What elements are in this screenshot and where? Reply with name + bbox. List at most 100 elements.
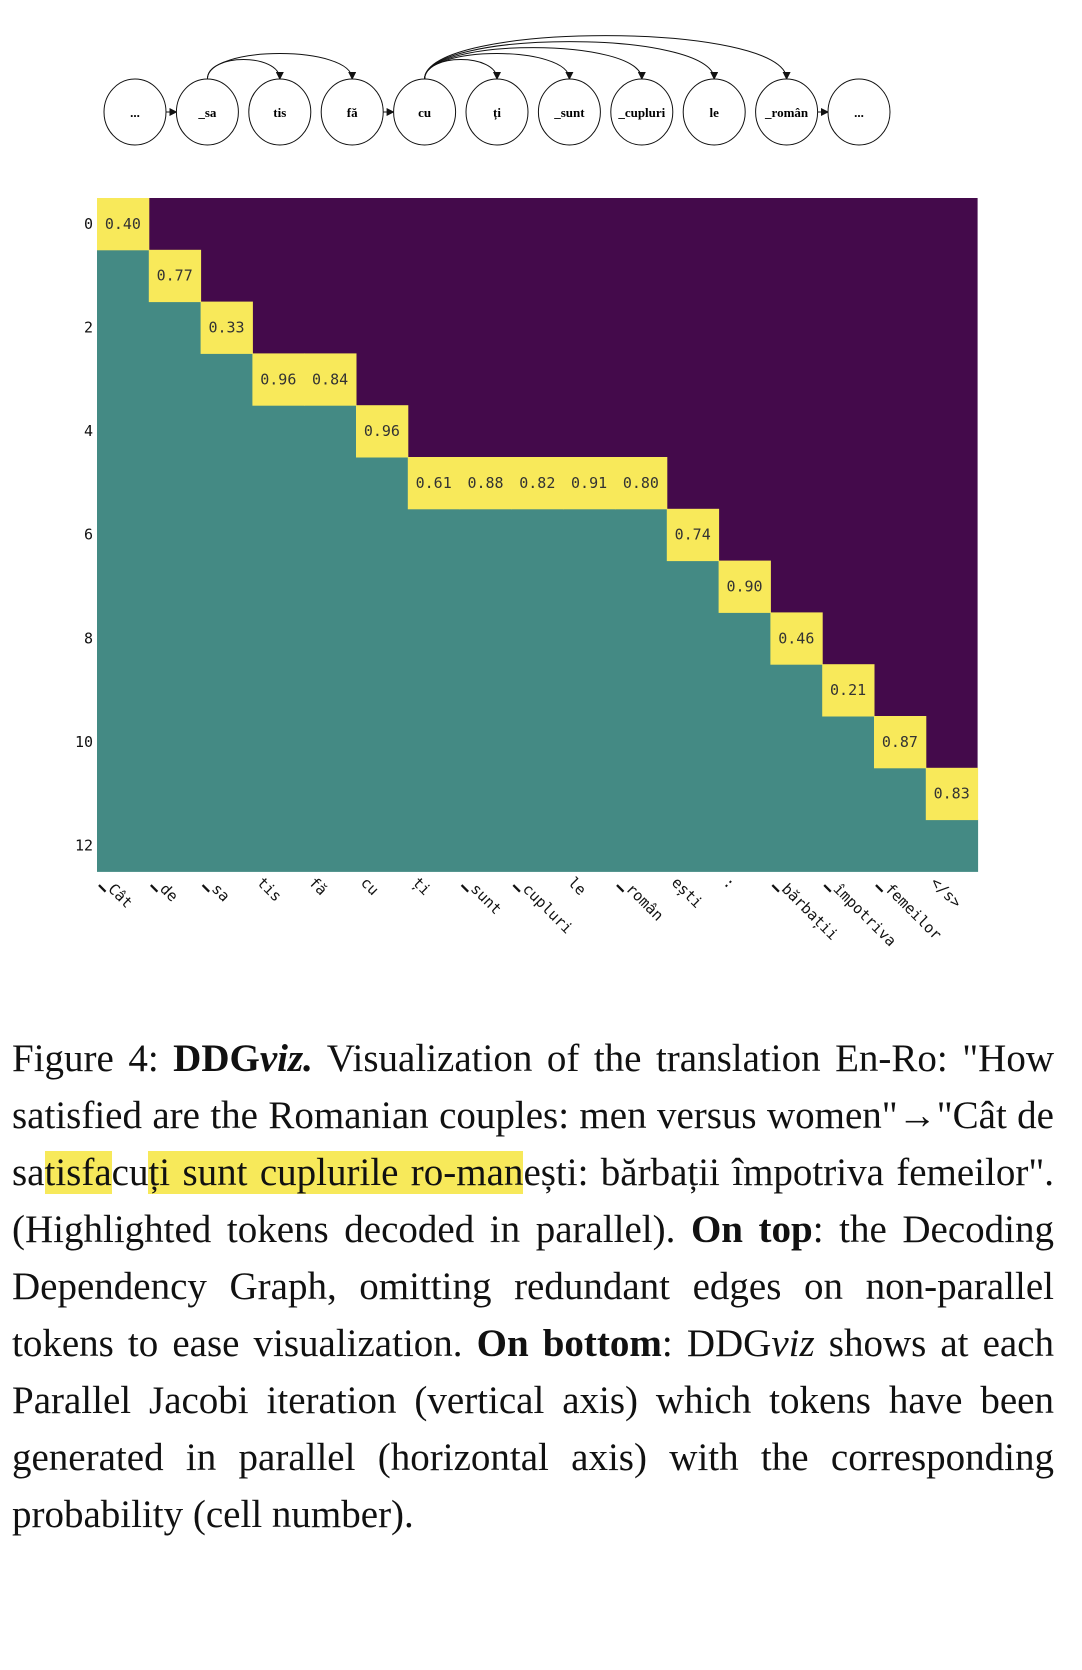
- heatmap-cell-label-9: 0.91: [571, 474, 607, 492]
- heatmap-lower-row-12: [97, 819, 979, 872]
- graph-node-9: [755, 78, 819, 146]
- x-tick-label-7: ▁sunt: [460, 873, 505, 918]
- heatmap-cell-12: [718, 560, 771, 613]
- heatmap-cell-9: [563, 457, 616, 510]
- ddgviz-name-2: DDGviz: [686, 1322, 815, 1365]
- y-tick-label-1: 2: [84, 319, 93, 337]
- graph-node-0: [103, 78, 167, 146]
- x-tick-label-10: ▁român: [615, 873, 667, 925]
- heatmap-cell-14: [822, 664, 875, 717]
- heatmap-cell-10: [615, 457, 668, 510]
- x-tick-label-3: tis: [253, 874, 285, 906]
- heatmap-cell-label-5: 0.96: [364, 422, 400, 440]
- y-tick-label-2: 4: [84, 422, 93, 440]
- heatmap-cell-7: [459, 457, 512, 510]
- heatmap-cell-label-6: 0.61: [416, 474, 452, 492]
- heatmap-background: [97, 198, 979, 872]
- graph-node-label-6: _sunt: [553, 105, 585, 120]
- graph-node-label-9: _român: [764, 105, 809, 120]
- heatmap-cell-label-10: 0.80: [623, 474, 659, 492]
- heatmap-cell-label-4: 0.84: [312, 370, 348, 388]
- heatmap-lower-row-8: [97, 612, 771, 665]
- graph-edge-arc-0: [206, 59, 284, 80]
- ddgviz-name: DDGviz.: [173, 1037, 313, 1080]
- x-tick-label-8: ▁cupluri: [512, 873, 577, 938]
- heatmap-cell-label-13: 0.46: [778, 629, 814, 647]
- heatmap-cell-0: [97, 198, 150, 251]
- heatmap-cell-6: [407, 457, 461, 510]
- on-bottom-label: On bottom: [476, 1322, 662, 1365]
- y-axis-ticks: 0 2 4 6 8 10 12: [75, 215, 93, 855]
- graph-nodes: ... _sa tis fă cu ți _sunt _cupluri le _român...: [103, 78, 891, 146]
- heatmap-cell-1: [148, 249, 202, 303]
- x-tick-label-11: ești: [668, 874, 706, 912]
- graph-edge-arc-5: [424, 41, 719, 80]
- graph-node-label-4: cu: [418, 105, 431, 120]
- x-tick-label-0: ▁Cât: [97, 873, 136, 912]
- graph-node-5: [465, 78, 529, 146]
- graph-node-label-8: le: [710, 105, 720, 120]
- x-tick-label-16: </s>: [927, 874, 965, 912]
- caption-text-6: shows at each Parallel Jacobi iteration …: [12, 1322, 1055, 1536]
- graph-node-label-7: _cupluri: [617, 105, 665, 120]
- graph-node-label-10: ...: [854, 105, 864, 120]
- caption-text-1: Visualization of the translation En-Ro: …: [12, 1037, 1054, 1194]
- caption-text-2: cu: [111, 1151, 149, 1194]
- heatmap-lower-row-2: [97, 301, 202, 354]
- caption-text-4: : the Decoding Dependency Graph, omittin…: [12, 1208, 1054, 1365]
- graph-node-label-3: fă: [347, 105, 358, 120]
- heatmap-lower-row-3: [97, 353, 253, 406]
- x-tick-label-5: cu: [357, 874, 383, 900]
- x-tick-label-6: ți: [409, 874, 435, 900]
- heatmap-cells: 0.40 0.77 0.33 0.96 0.84 0.96 0.61 0.88 0.82 0.91…: [97, 198, 979, 821]
- heatmap-lower-row-10: [97, 716, 875, 769]
- caption-text-5: :: [661, 1322, 673, 1365]
- heatmap-cell-label-1: 0.77: [157, 267, 193, 285]
- x-axis-ticks: ▁Cât ▁de ▁sa tis fă cu ți ▁sunt ▁cuplurile ▁român…: [97, 873, 965, 950]
- caption-text-3: ești: bărbații împotriva femeilor". (Hig…: [12, 1151, 1054, 1251]
- heatmap-cell-16: [925, 767, 979, 821]
- heatmap-cell-label-8: 0.82: [519, 474, 555, 492]
- y-tick-label-4: 8: [84, 629, 93, 647]
- graph-node-label-0: ...: [130, 105, 140, 120]
- graph-edge-arc-3: [424, 53, 574, 80]
- graph-node-3: [320, 78, 384, 146]
- figure-label: Figure 4:: [12, 1037, 159, 1080]
- x-tick-label-1: ▁de: [149, 873, 182, 906]
- heatmap-cell-11: [666, 508, 720, 562]
- heatmap-lower-row-5: [97, 457, 409, 510]
- graph-node-8: [682, 78, 746, 146]
- y-tick-label-5: 10: [75, 733, 93, 751]
- graph-edge-arc-4: [424, 47, 646, 80]
- heatmap-lower-row-4: [97, 405, 357, 458]
- graph-node-7: [610, 78, 674, 146]
- y-tick-label-0: 0: [84, 215, 93, 233]
- graph-edge-arc-6: [424, 35, 791, 80]
- heatmap-cell-label-14: 0.21: [830, 681, 866, 699]
- heatmap-lower-row-1: [97, 249, 150, 303]
- heatmap-cell-label-3: 0.96: [260, 370, 296, 388]
- graph-node-4: [393, 78, 457, 146]
- heatmap-lower-row-11: [97, 767, 927, 821]
- x-tick-label-9: le: [564, 874, 590, 900]
- heatmap-cell-8: [511, 457, 564, 510]
- graph-node-label-1: _sa: [197, 105, 217, 120]
- graph-node-1: [175, 78, 239, 146]
- heatmap-lower-row-9: [97, 664, 823, 717]
- graph-node-label-2: tis: [273, 105, 286, 120]
- figure-caption: Figure 4: DDGviz. Visualization of the t…: [12, 1030, 1054, 1543]
- graph-node-10: [827, 78, 891, 146]
- graph-node-2: [248, 78, 312, 146]
- highlight-1: tisfa: [44, 1151, 112, 1194]
- x-tick-label-4: fă: [305, 874, 331, 900]
- y-tick-label-6: 12: [75, 837, 93, 855]
- heatmap-cell-13: [770, 612, 823, 665]
- on-top-label: On top: [690, 1208, 813, 1251]
- y-tick-label-3: 6: [84, 526, 93, 544]
- heatmap-cell-label-0: 0.40: [105, 215, 141, 233]
- x-tick-label-12: :: [720, 874, 739, 893]
- highlight-2: ți sunt cuplurile ro-man: [148, 1151, 524, 1194]
- heatmap-cell-label-12: 0.90: [726, 578, 762, 596]
- heatmap-chart: 0.40 0.77 0.33 0.96 0.84 0.96 0.61 0.88 0.82 0.91…: [75, 198, 979, 950]
- heatmap-cell-label-2: 0.33: [208, 319, 244, 337]
